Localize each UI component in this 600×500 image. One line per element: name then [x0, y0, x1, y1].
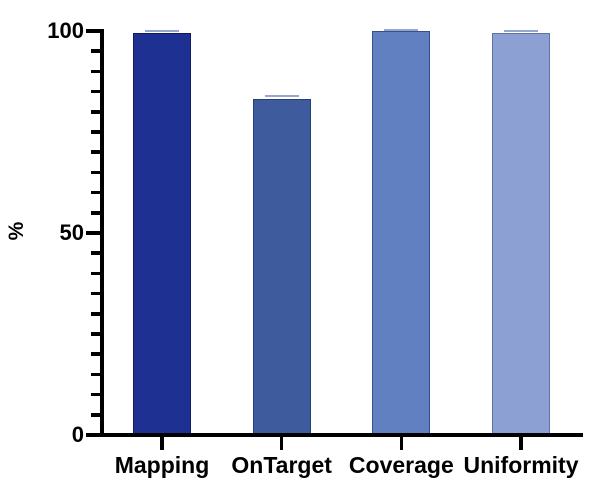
y-minor-tick — [91, 130, 100, 134]
error-bar-cap — [264, 95, 299, 98]
error-bar-cap — [504, 30, 538, 33]
x-tick — [160, 437, 164, 450]
y-minor-tick — [91, 69, 100, 74]
x-tick-label-coverage: Coverage — [348, 452, 454, 478]
bar-ontarget — [252, 99, 311, 434]
y-axis-title-text: % — [5, 221, 28, 241]
y-minor-tick — [91, 150, 100, 154]
bar-uniformity — [492, 33, 550, 434]
bar-mapping — [133, 32, 191, 434]
x-tick — [519, 437, 523, 450]
y-minor-tick — [91, 170, 100, 175]
y-minor-tick — [91, 49, 100, 53]
y-minor-tick — [91, 251, 100, 255]
y-major-tick — [86, 231, 100, 235]
y-major-tick — [86, 433, 100, 437]
y-tick-label: 100 — [47, 18, 84, 43]
bar-coverage — [372, 31, 431, 434]
y-minor-tick — [91, 271, 100, 276]
y-minor-tick — [91, 413, 100, 417]
x-tick — [279, 437, 284, 450]
y-minor-tick — [91, 89, 100, 94]
y-minor-tick — [91, 332, 100, 336]
x-axis-spine — [87, 433, 583, 437]
y-minor-tick — [91, 312, 100, 316]
x-tick-label-uniformity: Uniformity — [463, 452, 579, 478]
y-minor-tick — [91, 392, 100, 397]
x-tick-label-ontarget: OnTarget — [231, 452, 332, 478]
y-minor-tick — [91, 211, 100, 215]
y-tick-label: 50 — [59, 220, 84, 245]
x-tick — [399, 437, 404, 450]
y-minor-tick — [91, 110, 100, 114]
y-minor-tick — [91, 190, 100, 195]
y-axis-spine — [100, 29, 104, 437]
y-minor-tick — [91, 291, 100, 296]
y-minor-tick — [91, 372, 100, 377]
y-minor-tick — [91, 352, 100, 356]
x-tick-label-mapping: Mapping — [114, 452, 210, 478]
error-bar-cap — [384, 28, 419, 31]
y-major-tick — [86, 29, 100, 33]
y-tick-label: 0 — [71, 422, 84, 447]
error-bar-cap — [145, 30, 179, 32]
